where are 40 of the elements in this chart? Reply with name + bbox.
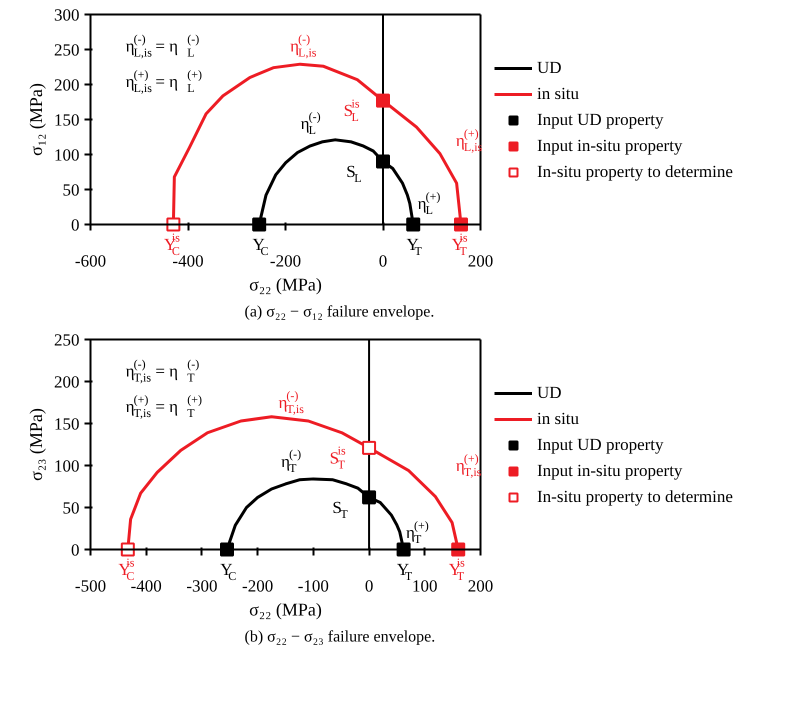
- legend-label: Input UD property: [537, 435, 664, 455]
- x-tick-label: -600: [74, 252, 106, 270]
- x-tick-label: -500: [74, 576, 106, 596]
- y-tick-label: 250: [54, 330, 80, 350]
- x-tick-label: -100: [298, 576, 329, 596]
- y-tick-label: 100: [54, 456, 80, 476]
- y-axis-title: σ₁₂ (MPa): [26, 83, 46, 156]
- x-axis-title: σ₂₂ (MPa): [249, 274, 322, 294]
- y-tick-label: 100: [54, 146, 80, 164]
- legend-label: in situ: [537, 84, 580, 104]
- y-tick-label: 200: [54, 76, 80, 94]
- x-axis-title: σ₂₂ (MPa): [249, 600, 322, 620]
- x-tick-label: 200: [468, 576, 494, 596]
- y-axis-title: σ₂₃ (MPa): [26, 408, 46, 481]
- legend-label: UD: [537, 383, 562, 403]
- text: (b) σ₂₂ − σ₂₃ failure envelope.: [244, 628, 436, 646]
- y-tick-label: 200: [54, 372, 80, 392]
- legend-label: Input in-situ property: [537, 136, 682, 156]
- legend-label: Input UD property: [537, 110, 664, 130]
- x-tick-label: 0: [364, 576, 374, 596]
- y-tick-label: 300: [54, 6, 80, 24]
- y-tick-label: 250: [54, 40, 80, 60]
- legend-label: Input in-situ property: [537, 461, 682, 481]
- y-tick-label: 150: [54, 414, 80, 434]
- legend-label: in situ: [537, 409, 580, 429]
- y-tick-label: 50: [62, 498, 80, 518]
- x-tick-label: -200: [270, 252, 302, 270]
- y-tick-label: 150: [54, 110, 80, 130]
- legend-label: In-situ property to determine: [537, 162, 733, 182]
- legend-label: UD: [537, 58, 562, 78]
- x-tick-label: 200: [468, 252, 494, 270]
- legend-label: In-situ property to determine: [537, 487, 733, 507]
- x-tick-label: -300: [186, 576, 218, 596]
- y-tick-label: 0: [71, 540, 80, 560]
- y-tick-label: 50: [62, 180, 80, 200]
- x-tick-label: -200: [242, 576, 274, 596]
- text: (a) σ₂₂ − σ₁₂ failure envelope.: [244, 304, 434, 320]
- x-tick-label: 100: [412, 576, 438, 596]
- y-tick-label: 0: [71, 216, 80, 234]
- x-tick-label: 0: [378, 252, 388, 270]
